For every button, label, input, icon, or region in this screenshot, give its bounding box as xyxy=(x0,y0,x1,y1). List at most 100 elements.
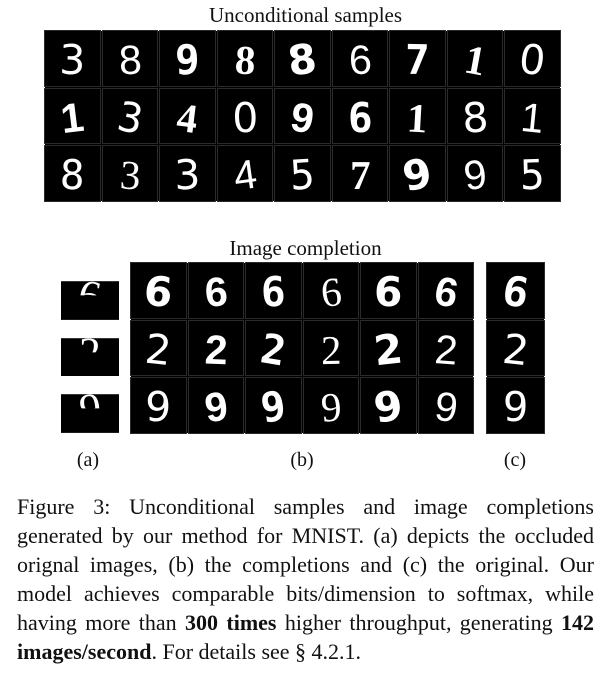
svg-text:8: 8 xyxy=(59,151,85,200)
original-digit-image: 6 xyxy=(486,262,545,319)
completion-digit-image: 9 xyxy=(417,377,474,434)
svg-text:0: 0 xyxy=(231,93,258,142)
svg-text:6: 6 xyxy=(347,93,373,142)
completion-digit-image: 9 xyxy=(360,377,417,434)
svg-text:8: 8 xyxy=(117,36,142,83)
completion-digit-image: 6 xyxy=(187,262,244,319)
digit-sample-image: 3 xyxy=(101,145,159,202)
svg-text:3: 3 xyxy=(59,36,86,85)
subfigure-label-c: (c) xyxy=(503,449,527,471)
svg-text:2: 2 xyxy=(204,326,228,373)
digit-sample-image: 1 xyxy=(446,30,504,87)
digit-sample-image: 8 xyxy=(446,87,504,145)
digit-sample-image: 7 xyxy=(331,145,389,202)
digit-sample-image: 1 xyxy=(44,87,101,145)
unconditional-samples-title: Unconditional samples xyxy=(208,3,403,27)
subfigure-label-a: (a) xyxy=(76,449,100,471)
digit-sample-image: 9 xyxy=(274,87,331,145)
svg-text:2: 2 xyxy=(79,330,101,377)
digit-sample-image: 3 xyxy=(159,145,216,202)
caption-text-2: higher throughput, generating xyxy=(276,610,561,635)
digit-sample-image: 9 xyxy=(389,145,446,202)
svg-text:2: 2 xyxy=(320,327,341,372)
digit-sample-image: 1 xyxy=(504,87,561,145)
svg-text:7: 7 xyxy=(405,36,430,84)
svg-text:2: 2 xyxy=(143,324,174,375)
original-digit-image: 9 xyxy=(486,377,545,434)
svg-text:8: 8 xyxy=(234,37,257,83)
svg-text:8: 8 xyxy=(461,93,490,143)
svg-text:9: 9 xyxy=(319,385,343,432)
completion-digit-image: 6 xyxy=(417,262,474,319)
svg-text:9: 9 xyxy=(502,383,529,431)
digit-sample-image: 5 xyxy=(504,145,561,202)
digit-sample-image: 8 xyxy=(216,30,274,87)
digit-sample-image: 5 xyxy=(274,145,331,202)
digit-sample-image: 6 xyxy=(331,30,389,87)
completion-digit-image: 6 xyxy=(245,262,302,319)
digit-sample-image: 7 xyxy=(389,30,446,87)
svg-text:6: 6 xyxy=(142,267,174,317)
caption-bold-throughput: 300 times xyxy=(185,610,277,635)
svg-text:3: 3 xyxy=(118,152,141,199)
svg-text:2: 2 xyxy=(500,324,531,374)
digit-sample-image: 8 xyxy=(274,30,331,87)
caption-bold-rate: 142 images/second xyxy=(17,610,594,664)
svg-text:6: 6 xyxy=(347,36,373,83)
svg-text:0: 0 xyxy=(517,34,549,85)
svg-text:2: 2 xyxy=(371,324,405,375)
occluded-digit-image: 6 xyxy=(61,263,119,320)
original-digit-image: 2 xyxy=(486,319,545,377)
digit-sample-image: 9 xyxy=(446,145,504,202)
svg-text:5: 5 xyxy=(520,151,546,200)
completion-digit-image: 2 xyxy=(245,319,302,377)
svg-text:6: 6 xyxy=(74,271,104,319)
completion-digit-image: 2 xyxy=(302,319,359,377)
completion-digit-image: 6 xyxy=(360,262,417,319)
figure-caption: Figure 3: Unconditional samples and imag… xyxy=(17,492,594,666)
svg-text:8: 8 xyxy=(285,34,319,85)
digit-sample-image: 1 xyxy=(389,87,446,145)
completion-digit-image: 9 xyxy=(245,377,302,434)
completion-digit-image: 6 xyxy=(130,262,187,319)
digit-sample-image: 4 xyxy=(216,145,274,202)
completion-digit-image: 2 xyxy=(417,319,474,377)
svg-text:6: 6 xyxy=(373,267,403,316)
digit-sample-image: 3 xyxy=(101,87,159,145)
completion-digit-image: 9 xyxy=(302,377,359,434)
svg-text:3: 3 xyxy=(174,151,202,200)
completion-digit-image: 2 xyxy=(130,319,187,377)
svg-text:6: 6 xyxy=(318,269,343,316)
occluded-digit-image: 2 xyxy=(61,319,119,377)
digit-sample-image: 8 xyxy=(44,145,101,202)
svg-text:9: 9 xyxy=(371,381,406,433)
completion-digit-image: 2 xyxy=(187,319,244,377)
svg-text:9: 9 xyxy=(175,36,200,84)
digit-sample-image: 3 xyxy=(44,30,101,87)
completion-digit-image: 9 xyxy=(187,377,244,434)
svg-text:2: 2 xyxy=(433,326,459,374)
occluded-images-column: 6 2 9 xyxy=(61,263,119,433)
caption-text-1: Figure 3: Unconditional samples and imag… xyxy=(17,494,594,635)
digit-sample-image: 4 xyxy=(159,87,216,145)
digit-sample-image: 9 xyxy=(159,30,216,87)
image-completion-title: Image completion xyxy=(229,236,382,260)
subfigure-label-b: (b) xyxy=(290,449,314,471)
svg-text:1: 1 xyxy=(406,95,429,141)
digit-sample-image: 6 xyxy=(331,87,389,145)
svg-text:5: 5 xyxy=(289,150,317,200)
svg-text:1: 1 xyxy=(58,93,86,142)
svg-text:9: 9 xyxy=(145,383,171,431)
svg-text:6: 6 xyxy=(260,268,286,317)
caption-text-3: . For details see § 4.2.1. xyxy=(151,639,362,664)
svg-text:1: 1 xyxy=(519,94,546,142)
occluded-digit-image: 9 xyxy=(61,376,119,433)
digit-sample-image: 0 xyxy=(504,30,561,87)
completion-digit-image: 9 xyxy=(130,377,187,434)
digit-sample-image: 0 xyxy=(216,87,274,145)
completion-digit-image: 2 xyxy=(360,319,417,377)
svg-text:9: 9 xyxy=(432,383,460,431)
completion-digit-image: 6 xyxy=(302,262,359,319)
